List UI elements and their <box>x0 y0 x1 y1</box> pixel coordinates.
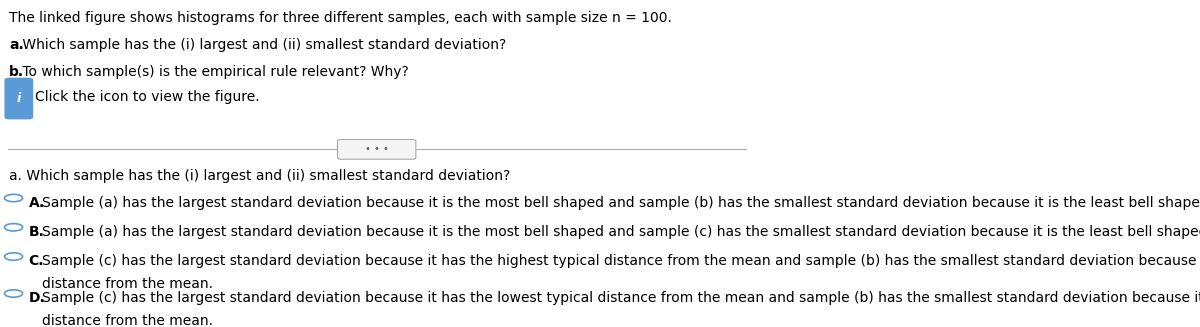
Text: D.: D. <box>29 291 46 305</box>
Text: A.: A. <box>29 196 44 210</box>
Text: Sample (c) has the largest standard deviation because it has the highest typical: Sample (c) has the largest standard devi… <box>42 254 1200 268</box>
Text: a. Which sample has the (i) largest and (ii) smallest standard deviation?: a. Which sample has the (i) largest and … <box>10 169 510 183</box>
Text: Sample (c) has the largest standard deviation because it has the lowest typical : Sample (c) has the largest standard devi… <box>42 291 1200 305</box>
Text: The linked figure shows histograms for three different samples, each with sample: The linked figure shows histograms for t… <box>10 11 672 25</box>
Text: • • •: • • • <box>365 144 389 154</box>
Circle shape <box>5 253 23 260</box>
Text: distance from the mean.: distance from the mean. <box>42 277 214 291</box>
Text: Click the icon to view the figure.: Click the icon to view the figure. <box>35 90 259 104</box>
Text: Sample (a) has the largest standard deviation because it is the most bell shaped: Sample (a) has the largest standard devi… <box>42 225 1200 239</box>
Circle shape <box>5 194 23 202</box>
Circle shape <box>5 290 23 297</box>
Circle shape <box>5 224 23 231</box>
Text: Which sample has the (i) largest and (ii) smallest standard deviation?: Which sample has the (i) largest and (ii… <box>18 39 506 53</box>
Text: a.: a. <box>10 39 24 53</box>
Text: b.: b. <box>10 65 24 79</box>
FancyBboxPatch shape <box>5 78 32 119</box>
Text: To which sample(s) is the empirical rule relevant? Why?: To which sample(s) is the empirical rule… <box>18 65 409 79</box>
Text: B.: B. <box>29 225 44 239</box>
Text: i: i <box>17 92 20 105</box>
FancyBboxPatch shape <box>337 140 416 159</box>
Text: Sample (a) has the largest standard deviation because it is the most bell shaped: Sample (a) has the largest standard devi… <box>42 196 1200 210</box>
Text: distance from the mean.: distance from the mean. <box>42 314 214 327</box>
Text: C.: C. <box>29 254 44 268</box>
